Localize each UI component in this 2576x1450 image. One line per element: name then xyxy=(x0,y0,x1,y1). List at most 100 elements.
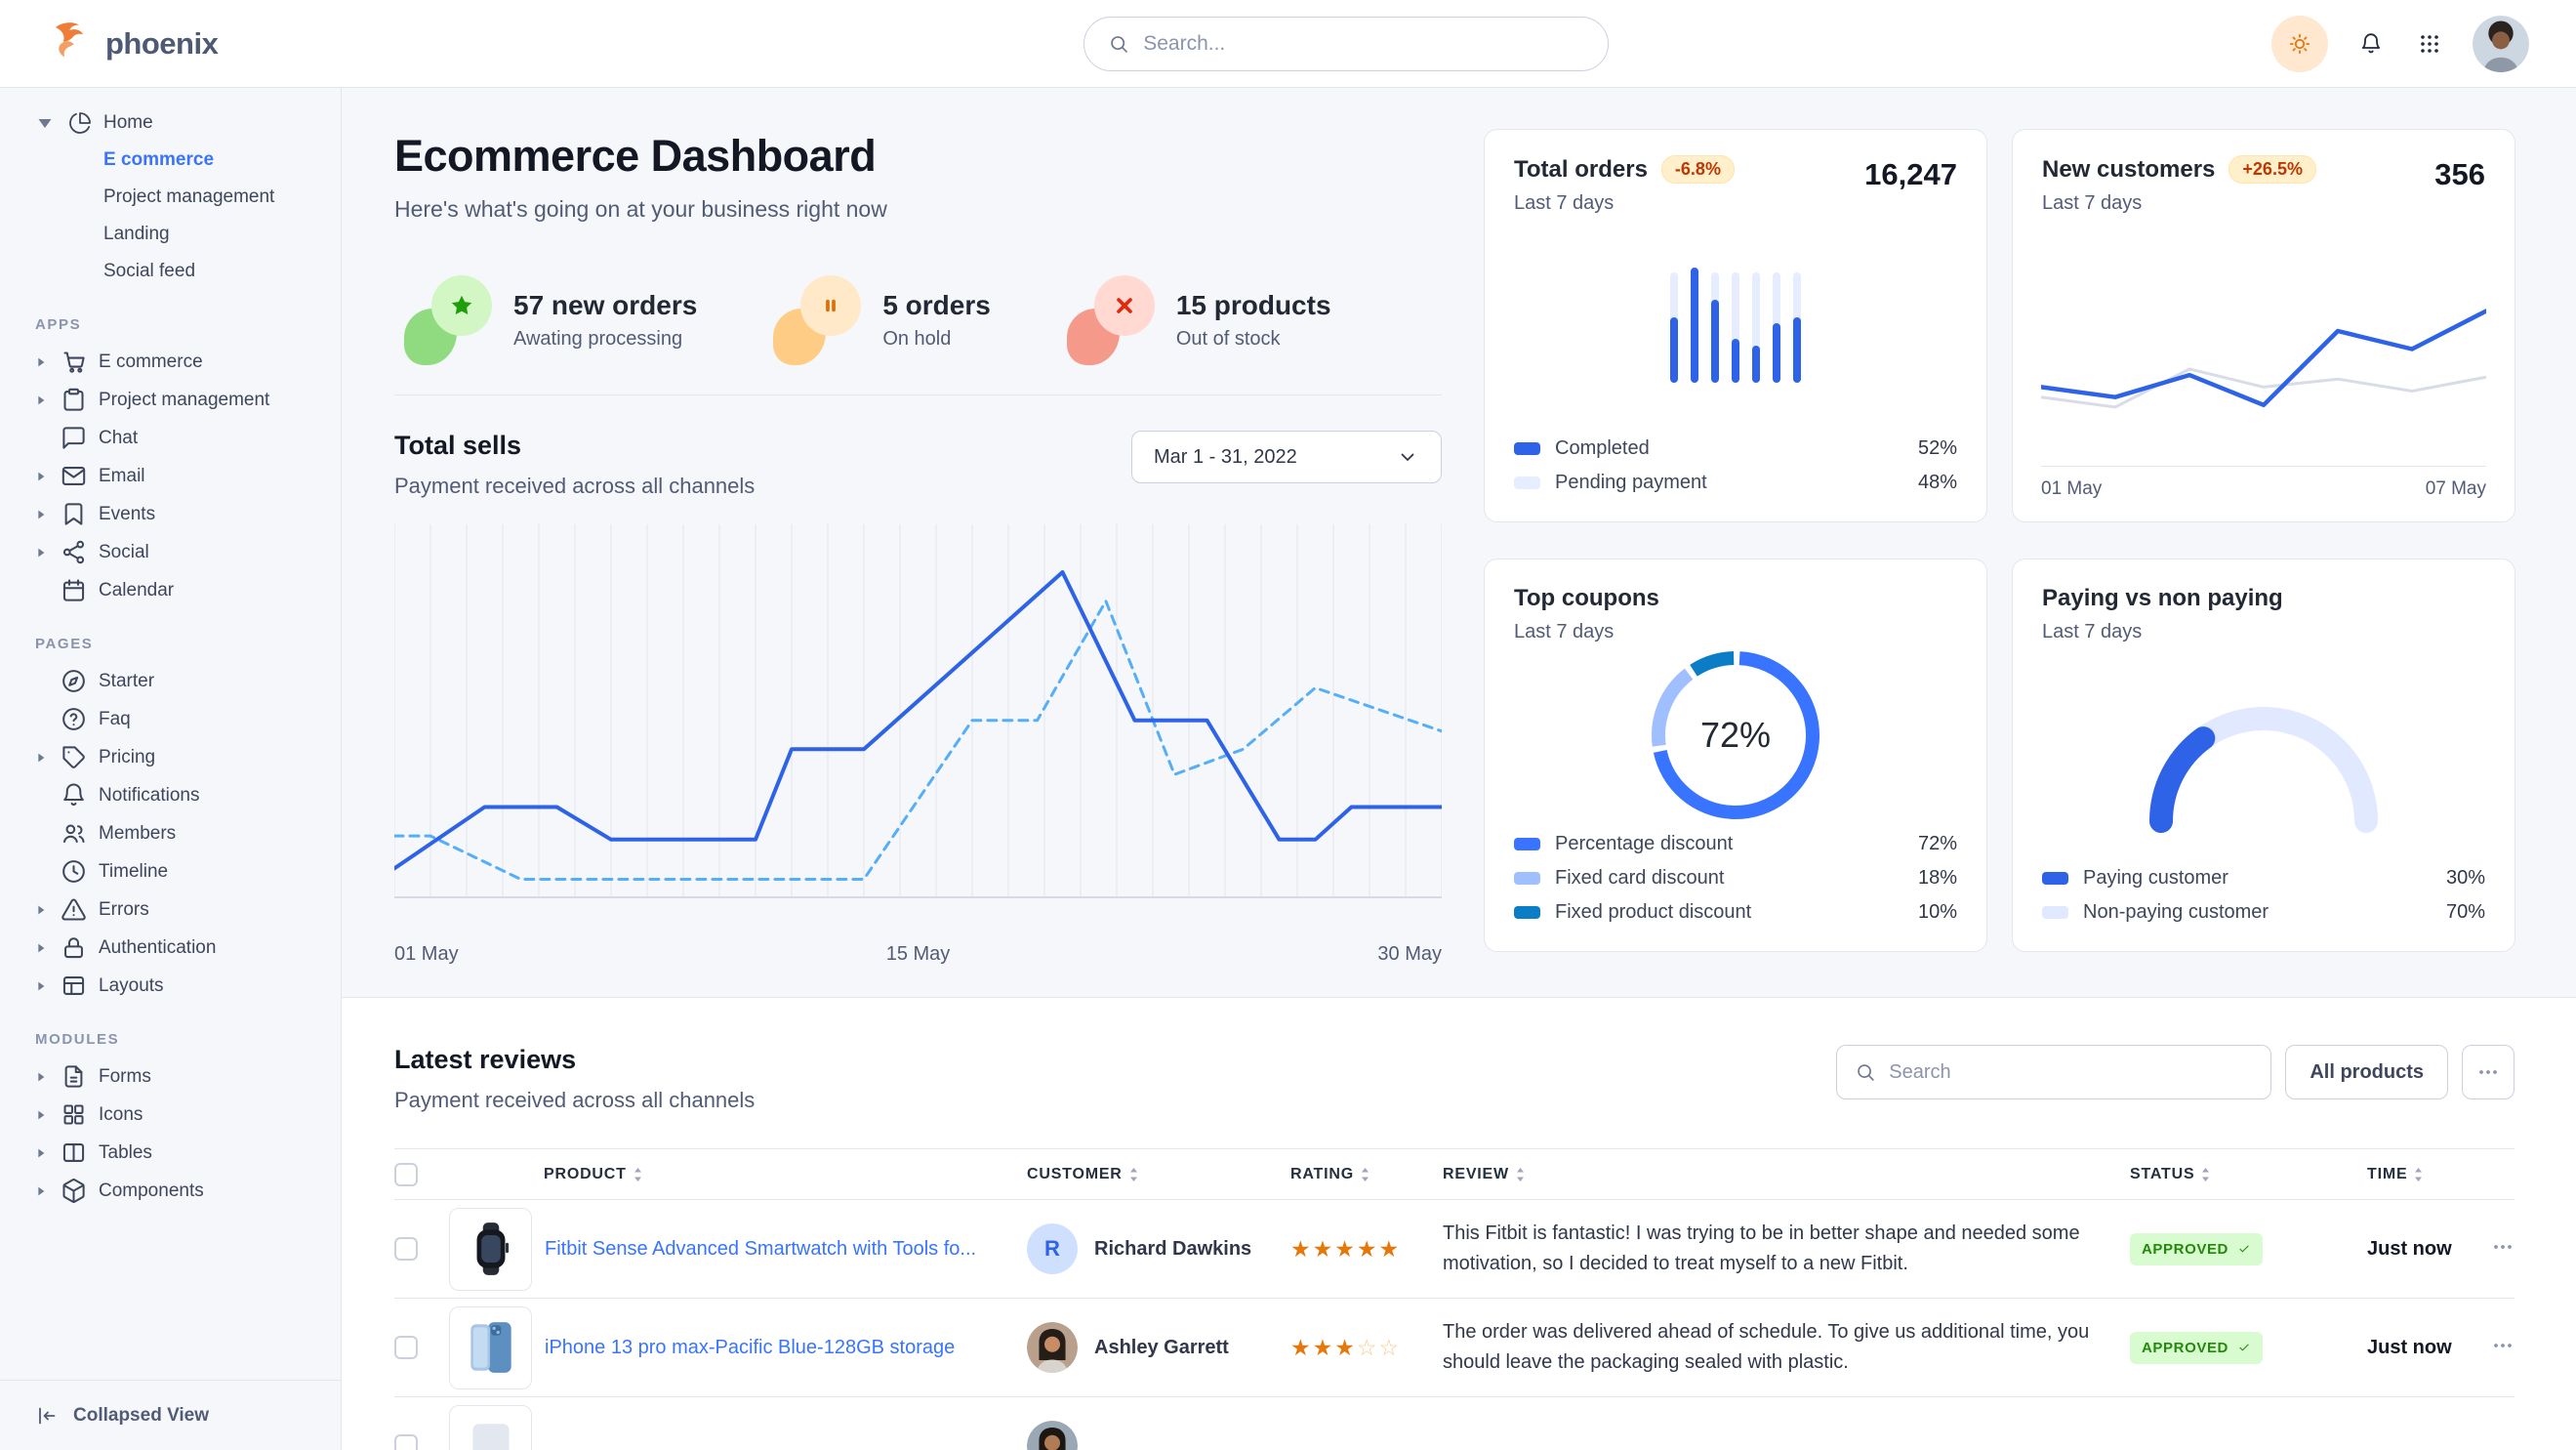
legend-row: Fixed card discount 18% xyxy=(1514,861,1957,895)
total-orders-value: 16,247 xyxy=(1864,157,1957,191)
new-customers-line-chart xyxy=(2038,241,2489,466)
apps-grid-button[interactable] xyxy=(2414,28,2445,60)
sidebar-item-tables[interactable]: Tables xyxy=(0,1134,341,1172)
phoenix-logo-icon xyxy=(49,21,94,66)
total-sells-title: Total sells xyxy=(394,431,522,460)
product-link[interactable]: iPhone 13 pro max-Pacific Blue-128GB sto… xyxy=(545,1336,956,1358)
bell-icon xyxy=(2359,32,2383,56)
order-bar xyxy=(1793,272,1801,383)
sidebar-item-timeline[interactable]: Timeline xyxy=(0,852,341,891)
legend-label: Paying customer xyxy=(2083,867,2228,889)
row-actions-button[interactable] xyxy=(2491,1334,2515,1357)
sidebar-item-home[interactable]: Home xyxy=(0,104,341,142)
column-header-time[interactable]: TIME xyxy=(2367,1148,2491,1200)
product-image xyxy=(449,1207,532,1291)
collapse-sidebar-button[interactable]: Collapsed View xyxy=(0,1380,341,1450)
chevron-right-icon xyxy=(33,507,49,522)
global-search-input[interactable] xyxy=(1143,32,1584,56)
sidebar-item-icons[interactable]: Icons xyxy=(0,1096,341,1134)
all-products-button[interactable]: All products xyxy=(2285,1045,2448,1099)
stat-blob-icon xyxy=(404,275,494,365)
divider xyxy=(394,394,1442,395)
sidebar-item-email[interactable]: Email xyxy=(0,457,341,495)
sidebar-item-starter[interactable]: Starter xyxy=(0,662,341,700)
stat-danger: 15 products Out of stock xyxy=(1066,275,1331,365)
sidebar-item-e-commerce[interactable]: E commerce xyxy=(0,343,341,381)
product-link[interactable]: Fitbit Sense Advanced Smartwatch with To… xyxy=(545,1237,977,1260)
reviews-search-input[interactable] xyxy=(1889,1060,2254,1084)
sidebar-item-pricing[interactable]: Pricing xyxy=(0,738,341,776)
row-checkbox[interactable] xyxy=(394,1336,418,1359)
sidebar-item-label: Layouts xyxy=(99,974,164,996)
theme-toggle-button[interactable] xyxy=(2271,15,2328,72)
column-label: CUSTOMER xyxy=(1027,1165,1123,1182)
brand[interactable]: phoenix xyxy=(0,21,219,66)
legend-swatch xyxy=(2042,872,2068,885)
sidebar-item-label: Email xyxy=(99,465,145,486)
status-badge: APPROVED xyxy=(2130,1232,2263,1265)
clock-icon xyxy=(61,858,87,885)
legend-label: Completed xyxy=(1555,437,1650,459)
sidebar-item-ecommerce-dashboard[interactable]: E commerce xyxy=(103,149,215,170)
card-period: Last 7 days xyxy=(1514,621,1615,642)
sidebar-item-label: E commerce xyxy=(99,351,203,372)
review-text: This Fitbit is fantastic! I was trying t… xyxy=(1443,1222,2080,1274)
sidebar-item-project-management-dashboard[interactable]: Project management xyxy=(103,186,275,207)
row-checkbox[interactable] xyxy=(394,1237,418,1261)
file-text-icon xyxy=(61,1063,87,1090)
column-header-rating[interactable]: RATING xyxy=(1290,1148,1443,1200)
sidebar-item-label: Authentication xyxy=(99,936,217,958)
notifications-button[interactable] xyxy=(2355,28,2387,60)
column-header-review[interactable]: REVIEW xyxy=(1443,1148,2130,1200)
package-icon xyxy=(61,1178,87,1204)
star-filled-icon: ★ xyxy=(1312,1334,1335,1360)
row-checkbox[interactable] xyxy=(394,1434,418,1450)
table-row: iPhone 13 pro max-Pacific Blue-128GB sto… xyxy=(394,1298,2515,1397)
tag-icon xyxy=(61,744,87,770)
sidebar-item-project-management[interactable]: Project management xyxy=(0,381,341,419)
column-label: RATING xyxy=(1290,1165,1354,1182)
user-avatar[interactable] xyxy=(2473,15,2529,72)
envelope-icon xyxy=(61,463,87,489)
sort-icon xyxy=(1361,1167,1370,1181)
date-range-select[interactable]: Mar 1 - 31, 2022 xyxy=(1131,431,1442,483)
sidebar-item-forms[interactable]: Forms xyxy=(0,1057,341,1096)
sidebar-item-chat[interactable]: Chat xyxy=(0,419,341,457)
pause-icon xyxy=(818,293,843,318)
select-all-checkbox[interactable] xyxy=(394,1162,418,1186)
sidebar-item-authentication[interactable]: Authentication xyxy=(0,929,341,967)
chevron-down-icon xyxy=(1396,445,1419,469)
sidebar-item-components[interactable]: Components xyxy=(0,1172,341,1210)
sidebar-item-calendar[interactable]: Calendar xyxy=(0,571,341,609)
avatar: R xyxy=(1027,1223,1078,1274)
sort-icon xyxy=(1129,1167,1138,1181)
sidebar-item-social[interactable]: Social xyxy=(0,533,341,571)
column-header-status[interactable]: STATUS xyxy=(2130,1148,2367,1200)
order-bar xyxy=(1732,272,1739,383)
status-cell: APPROVED xyxy=(2130,1199,2367,1299)
sidebar-item-landing[interactable]: Landing xyxy=(103,224,170,244)
column-header-customer[interactable]: CUSTOMER xyxy=(1027,1148,1290,1200)
donut-center-label: 72% xyxy=(1699,715,1772,755)
sidebar-item-notifications[interactable]: Notifications xyxy=(0,776,341,814)
more-options-button[interactable] xyxy=(2462,1045,2515,1099)
bookmark-icon xyxy=(61,501,87,527)
sidebar-item-members[interactable]: Members xyxy=(0,814,341,852)
legend-value: 18% xyxy=(1917,867,1957,889)
sidebar-item-events[interactable]: Events xyxy=(0,495,341,533)
sidebar-section-title: MODULES xyxy=(35,1031,120,1048)
star-filled-icon: ★ xyxy=(1334,1334,1357,1360)
top-navbar: phoenix xyxy=(0,0,2576,88)
order-stats: 57 new orders Awating processing 5 order… xyxy=(394,275,1464,365)
sidebar-item-layouts[interactable]: Layouts xyxy=(0,967,341,1005)
sidebar-item-errors[interactable]: Errors xyxy=(0,891,341,929)
stat-label: Out of stock xyxy=(1175,328,1281,350)
sidebar-item-faq[interactable]: Faq xyxy=(0,700,341,738)
order-bar xyxy=(1691,268,1698,383)
sidebar-section-title: PAGES xyxy=(35,636,94,652)
chevron-right-icon xyxy=(33,1145,49,1161)
column-header-product[interactable]: PRODUCT xyxy=(449,1148,1027,1200)
row-actions-button[interactable] xyxy=(2491,1235,2515,1259)
product-image xyxy=(449,1305,532,1389)
sidebar-item-social-feed[interactable]: Social feed xyxy=(103,261,196,281)
